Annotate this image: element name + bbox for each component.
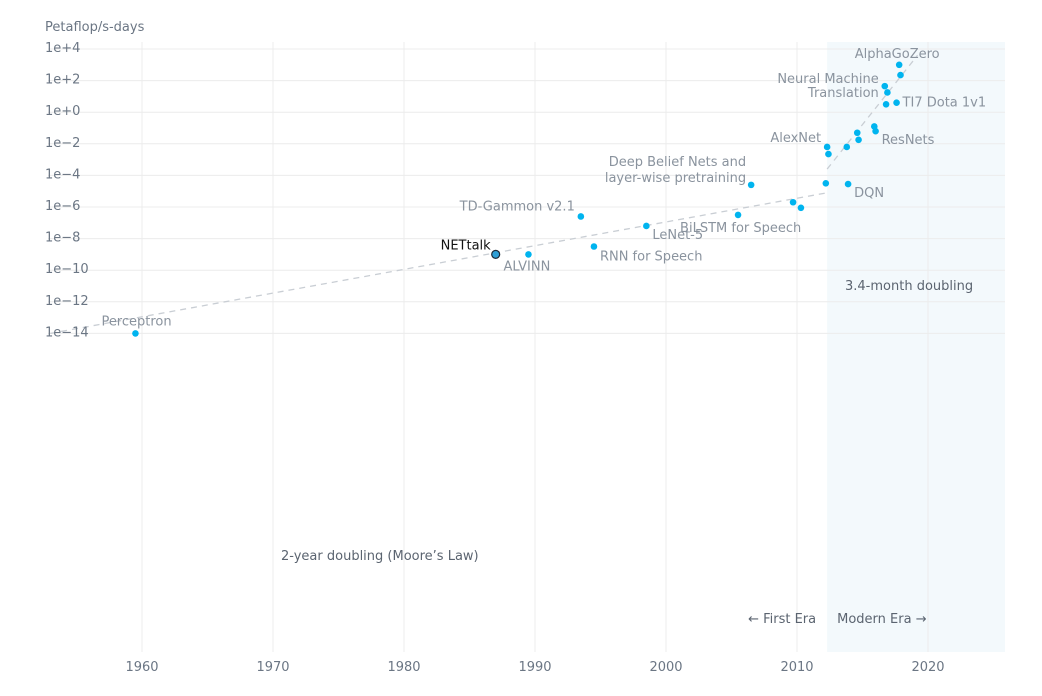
- point-label-resnets: ResNets: [882, 133, 935, 148]
- point-label-rnn-for-speech: RNN for Speech: [600, 250, 703, 265]
- era-labels: ← First Era Modern Era →: [748, 612, 927, 627]
- x-tick-label: 1960: [125, 660, 158, 675]
- data-point: [797, 204, 805, 212]
- y-tick-label: 1e−8: [45, 231, 80, 246]
- data-point-dqn: [844, 180, 852, 188]
- point-label-deep-belief-nets: Deep Belief Nets and layer-wise pretraini…: [605, 155, 746, 186]
- y-axis-unit-label: Petaflop/s-days: [45, 20, 145, 35]
- point-labels: Perceptron NETtalk ALVINN TD-Gammon v2.1 RNN…: [101, 47, 986, 330]
- data-point: [843, 143, 851, 151]
- data-points: [132, 61, 904, 337]
- x-tick-label: 1970: [256, 660, 289, 675]
- era-label-first: ← First Era: [748, 612, 816, 627]
- data-point: [789, 198, 797, 206]
- data-point-alexnet: [823, 143, 831, 151]
- point-label-neural-machine-translation: Neural Machine Translation: [777, 72, 878, 101]
- data-point: [822, 180, 830, 187]
- data-point: [882, 101, 890, 108]
- point-label-td-gammon-v2-1: TD-Gammon v2.1: [459, 199, 575, 214]
- point-label-bilstm-for-speech: BiLSTM for Speech: [680, 221, 801, 236]
- x-tick-label: 2000: [649, 660, 682, 675]
- point-label-alexnet: AlexNet: [770, 131, 821, 146]
- y-tick-label: 1e−2: [45, 136, 80, 151]
- x-axis-ticks: 1960 1970 1980 1990 2000 2010 2020: [125, 660, 944, 675]
- data-point-resnets: [872, 127, 879, 135]
- point-label-dqn: DQN: [854, 186, 884, 201]
- y-axis-ticks: 1e+4 1e+2 1e+0 1e−2 1e−4 1e−6 1e−8 1e−10 1e−12 1e…: [45, 41, 89, 340]
- y-tick-label: 1e−6: [45, 199, 80, 214]
- data-point-bilstm-for-speech: [734, 211, 742, 219]
- data-point-ti7-dota-1v1: [893, 99, 900, 107]
- data-point: [825, 150, 832, 158]
- trend-line-2-year-doubling-moore-s-law: [50, 192, 828, 335]
- point-label-perceptron: Perceptron: [101, 314, 171, 329]
- point-label-ti7-dota-1v1: TI7 Dota 1v1: [902, 96, 987, 111]
- x-tick-label: 2010: [780, 660, 813, 675]
- trend-lines: 2-year doubling (Moore’s Law) 3.4-month d…: [50, 54, 973, 564]
- grid-lines: [48, 42, 1005, 652]
- data-point-alvinn: [525, 251, 532, 258]
- point-label-nettalk: NETtalk: [441, 238, 492, 253]
- data-point-neural-machine-translation: [881, 82, 889, 90]
- y-tick-label: 1e−14: [45, 325, 89, 340]
- data-point-td-gammon-v2-1: [577, 213, 585, 220]
- x-tick-label: 2020: [911, 660, 944, 675]
- point-label-lenet-5: LeNet-5: [652, 228, 703, 243]
- data-point-lenet-5: [643, 222, 650, 230]
- data-point-deep-belief-nets-and-layer-wise-pretraining: [747, 181, 755, 189]
- trend-label-moores-law: 2-year doubling (Moore’s Law): [281, 549, 479, 564]
- y-tick-label: 1e−12: [45, 294, 89, 309]
- data-point: [853, 129, 861, 137]
- y-tick-label: 1e+4: [45, 41, 80, 56]
- data-point-alphagozero: [895, 61, 903, 69]
- y-tick-label: 1e−4: [45, 167, 80, 182]
- trend-label-3-4-month-doubling: 3.4-month doubling: [845, 279, 973, 294]
- data-point-nettalk: [491, 249, 501, 259]
- data-point-perceptron: [132, 330, 139, 337]
- x-tick-label: 1980: [387, 660, 420, 675]
- data-point: [897, 71, 904, 79]
- data-point: [884, 89, 891, 96]
- point-label-alvinn: ALVINN: [503, 259, 550, 274]
- y-tick-label: 1e−10: [45, 262, 89, 277]
- x-tick-label: 1990: [518, 660, 551, 675]
- data-point: [855, 136, 862, 144]
- y-tick-label: 1e+2: [45, 73, 80, 88]
- y-tick-label: 1e+0: [45, 104, 80, 119]
- era-label-modern: Modern Era →: [837, 612, 927, 627]
- data-point-rnn-for-speech: [590, 243, 598, 250]
- point-label-alphagozero: AlphaGoZero: [855, 47, 940, 62]
